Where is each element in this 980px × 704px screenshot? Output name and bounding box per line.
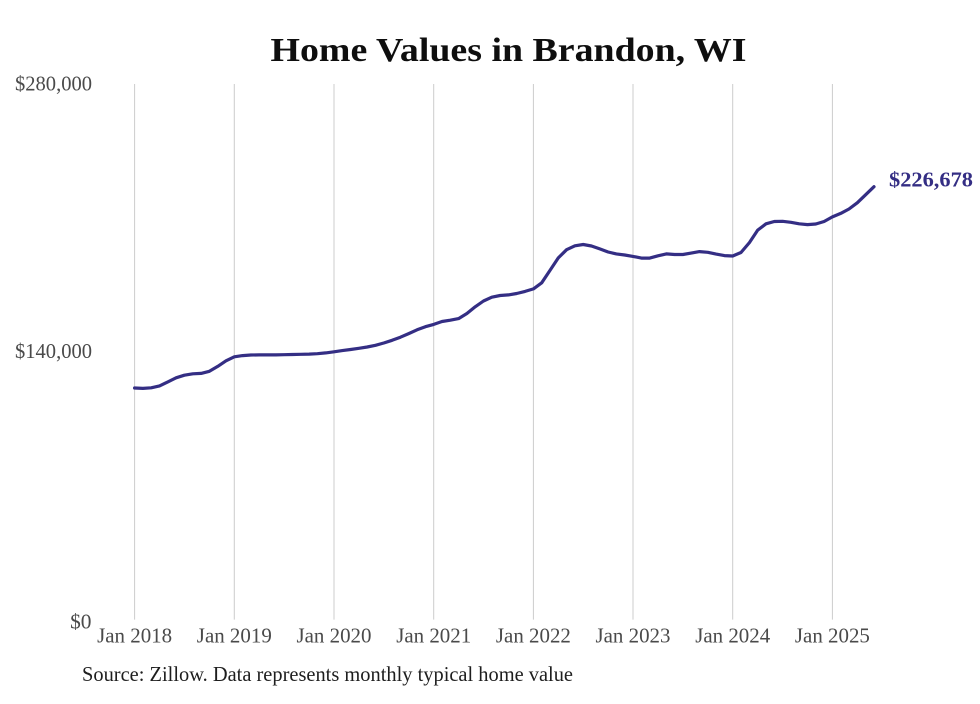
svg-text:Jan 2018: Jan 2018 — [97, 623, 172, 647]
svg-text:$280,000: $280,000 — [15, 72, 92, 96]
svg-text:Jan 2023: Jan 2023 — [596, 623, 671, 647]
svg-text:$0: $0 — [70, 610, 91, 634]
svg-text:$226,678: $226,678 — [889, 167, 973, 191]
svg-text:Jan 2020: Jan 2020 — [297, 623, 372, 647]
svg-text:Jan 2024: Jan 2024 — [695, 623, 770, 647]
svg-text:Jan 2019: Jan 2019 — [197, 623, 272, 647]
svg-text:$140,000: $140,000 — [15, 339, 92, 363]
svg-text:Home Values in Brandon, WI: Home Values in Brandon, WI — [271, 32, 747, 69]
svg-text:Source: Zillow. Data represent: Source: Zillow. Data represents monthly … — [82, 663, 573, 686]
svg-text:Jan 2021: Jan 2021 — [396, 623, 471, 647]
svg-text:Jan 2022: Jan 2022 — [496, 623, 571, 647]
svg-text:Jan 2025: Jan 2025 — [795, 623, 870, 647]
